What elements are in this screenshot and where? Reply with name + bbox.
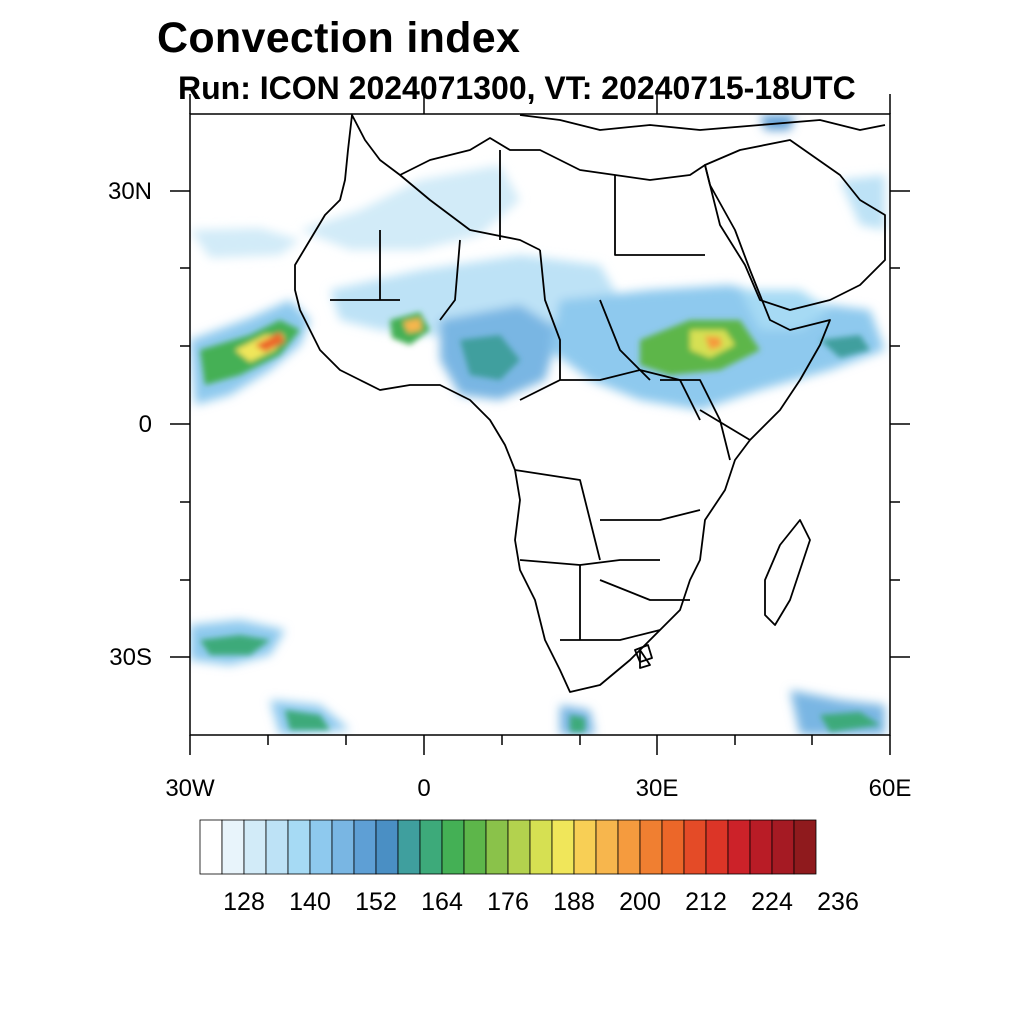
map-frame [189,113,891,736]
colorbar-tick-label: 128 [223,888,265,916]
colorbar-box [199,819,223,875]
colorbar-box [397,819,421,875]
colorbar-tick-label: 236 [817,888,859,916]
colorbar-tick-label: 188 [553,888,595,916]
colorbar-box [793,819,817,875]
colorbar-box [309,819,333,875]
colorbar-box [573,819,597,875]
colorbar-box [705,819,729,875]
colorbar [199,819,817,875]
colorbar-box [353,819,377,875]
colorbar-box [507,819,531,875]
colorbar-box [595,819,619,875]
colorbar-tick-label: 176 [487,888,529,916]
colorbar-tick-label: 200 [619,888,661,916]
colorbar-box [441,819,465,875]
colorbar-box [419,819,443,875]
colorbar-box [771,819,795,875]
colorbar-box [529,819,553,875]
colorbar-box [727,819,751,875]
colorbar-box [683,819,707,875]
colorbar-box [617,819,641,875]
colorbar-box [485,819,509,875]
axis-ticks [170,94,910,755]
colorbar-tick-label: 152 [355,888,397,916]
colorbar-box [331,819,355,875]
lon-label-30e: 30E [635,775,679,802]
colorbar-box [287,819,311,875]
colorbar-box [463,819,487,875]
colorbar-box [375,819,399,875]
lat-label-eq: 0 [138,411,152,438]
colorbar-tick-label: 224 [751,888,793,916]
colorbar-tick-label: 164 [421,888,463,916]
lon-label-30w: 30W [165,775,215,802]
colorbar-box [551,819,575,875]
convection-field [190,115,885,735]
colorbar-box [661,819,685,875]
colorbar-box [265,819,289,875]
coastlines [294,114,886,693]
chart-subtitle: Run: ICON 2024071300, VT: 20240715-18UTC [178,70,856,106]
colorbar-box [639,819,663,875]
colorbar-tick-label: 212 [685,888,727,916]
lat-label-30n: 30N [107,178,152,205]
colorbar-box [243,819,267,875]
colorbar-tick-label: 140 [289,888,331,916]
colorbar-box [221,819,245,875]
colorbar-box [749,819,773,875]
lon-label-60e: 60E [868,775,912,802]
lat-label-30s: 30S [109,644,152,671]
lon-label-0: 0 [417,775,431,802]
chart-title: Convection index [157,14,521,62]
